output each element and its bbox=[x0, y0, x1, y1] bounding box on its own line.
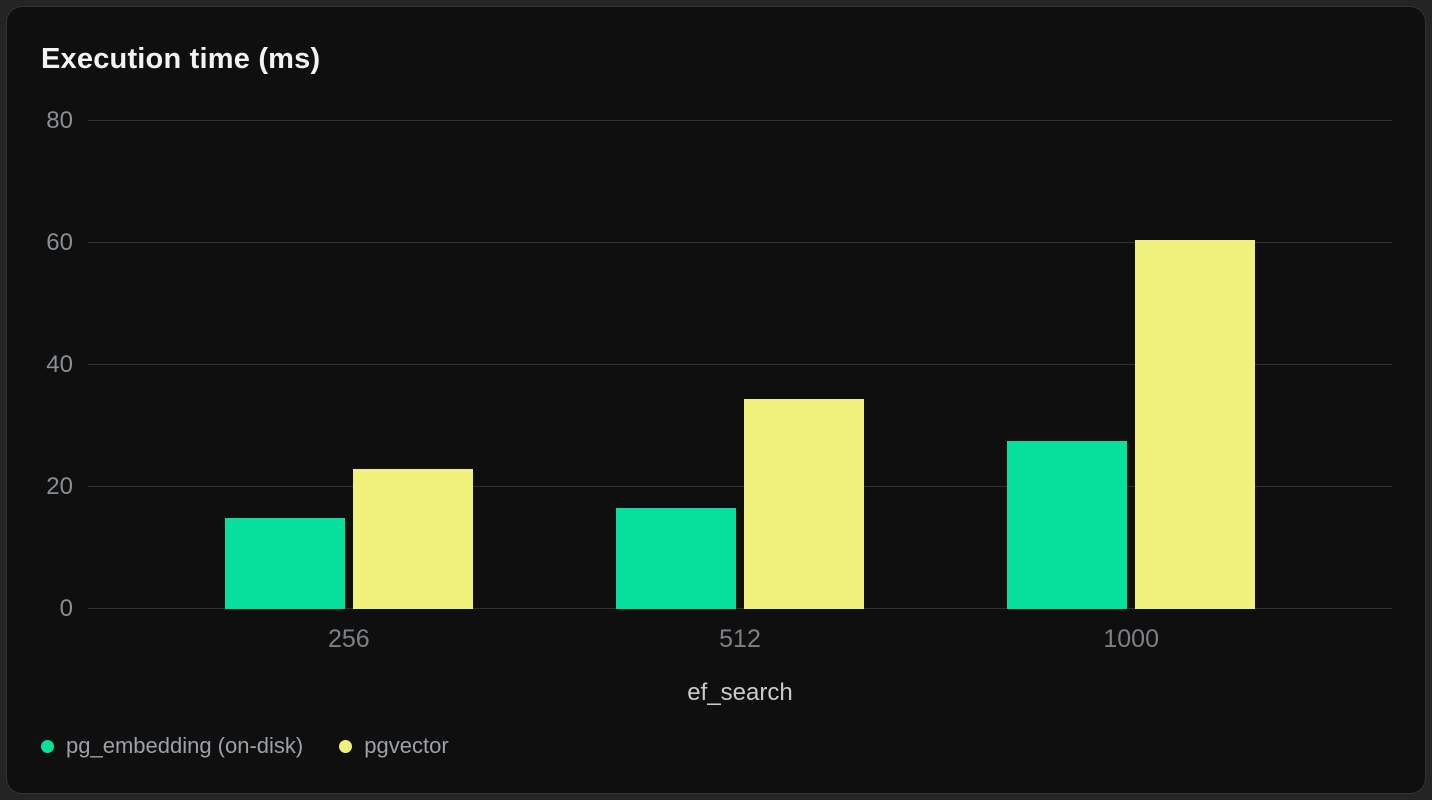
bar-group: 1000 bbox=[1007, 239, 1256, 653]
y-axis-tick-label: 40 bbox=[46, 351, 73, 378]
bar-pgvector bbox=[352, 468, 473, 609]
chart-card: Execution time (ms) 0 20 40 60 80 256 512 1000… bbox=[6, 6, 1426, 794]
bar-pgvector bbox=[744, 398, 864, 609]
bar-pgvector bbox=[1135, 239, 1256, 609]
gridline bbox=[88, 363, 1392, 365]
y-axis-tick-label: 20 bbox=[46, 473, 73, 500]
gridline bbox=[88, 607, 1392, 609]
legend-label: pg_embedding (on-disk) bbox=[66, 733, 304, 758]
x-axis-tick-label: 512 bbox=[719, 625, 761, 653]
legend: pg_embedding (on-disk) pgvector bbox=[41, 733, 449, 759]
gridline bbox=[88, 241, 1392, 243]
legend-label: pgvector bbox=[364, 733, 449, 758]
legend-item: pgvector bbox=[339, 733, 449, 759]
x-axis-tick-label: 256 bbox=[327, 625, 370, 653]
x-axis-tick-label: 1000 bbox=[1103, 625, 1159, 653]
bar-pg-embedding-on-disk bbox=[224, 517, 345, 609]
chart-title: Execution time (ms) bbox=[41, 43, 321, 75]
gridline bbox=[88, 119, 1392, 121]
y-axis-tick-label: 0 bbox=[59, 595, 73, 622]
legend-dot-icon bbox=[339, 739, 353, 753]
y-axis-tick-label: 60 bbox=[46, 229, 73, 256]
y-axis-tick-label: 80 bbox=[46, 107, 73, 134]
legend-item: pg_embedding (on-disk) bbox=[41, 733, 303, 759]
bar-group: 512 bbox=[616, 398, 864, 653]
bar-group: 256 bbox=[224, 468, 473, 653]
plot-area: 256 512 1000 bbox=[88, 119, 1392, 653]
legend-dot-icon bbox=[41, 739, 54, 753]
x-axis-title: ef_search bbox=[687, 679, 793, 706]
bar-pg-embedding-on-disk bbox=[616, 508, 736, 609]
bar-pg-embedding-on-disk bbox=[1007, 441, 1128, 609]
gridline bbox=[88, 485, 1392, 487]
y-axis: 0 20 40 60 80 bbox=[29, 109, 73, 621]
